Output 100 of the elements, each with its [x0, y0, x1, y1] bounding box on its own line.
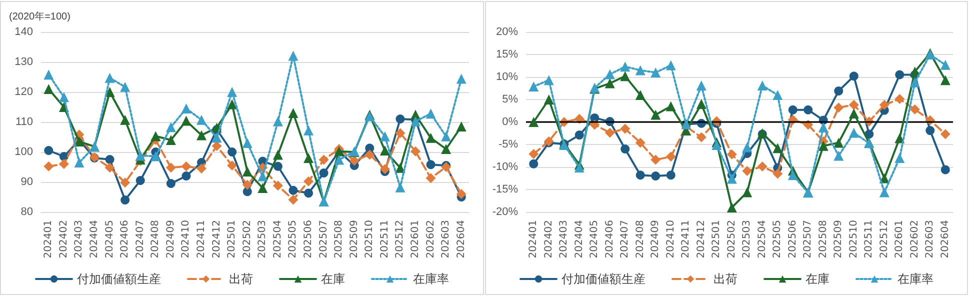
- x-tick-label: 202411: [680, 220, 692, 258]
- y-tick-label: -20%: [492, 206, 518, 218]
- x-tick-label: 202602: [425, 220, 436, 258]
- x-tick-label: 202408: [150, 220, 162, 258]
- point: [196, 114, 206, 125]
- x-tick-label: 202508: [818, 220, 829, 258]
- point: [726, 174, 737, 184]
- point: [788, 170, 798, 180]
- point: [666, 170, 676, 180]
- point: [58, 92, 69, 102]
- point: [349, 156, 360, 166]
- x-tick-label: 202604: [940, 220, 951, 258]
- x-tick-label: 202401: [43, 220, 54, 258]
- legend-label: 出荷: [714, 272, 738, 286]
- point: [380, 164, 390, 174]
- point: [456, 189, 466, 199]
- point: [166, 162, 176, 173]
- point: [426, 173, 436, 184]
- point: [104, 162, 115, 173]
- y-tick-label: 20%: [496, 26, 518, 38]
- point: [288, 194, 298, 205]
- point: [742, 142, 752, 152]
- x-tick-label: 202506: [303, 220, 314, 258]
- point: [288, 186, 298, 195]
- point: [544, 94, 554, 104]
- point: [757, 162, 768, 172]
- point: [182, 172, 191, 180]
- point: [894, 153, 905, 163]
- point: [834, 150, 844, 161]
- y-tick-label: -10%: [492, 161, 518, 173]
- point: [272, 116, 283, 126]
- x-tick-label: 202603: [440, 220, 452, 258]
- point: [696, 80, 706, 91]
- point: [272, 150, 283, 160]
- point: [135, 150, 146, 161]
- point: [104, 87, 115, 97]
- point: [456, 74, 466, 84]
- point: [242, 166, 252, 176]
- x-tick-label: 202402: [543, 220, 554, 258]
- x-tick-label: 202507: [318, 220, 330, 258]
- point: [788, 105, 798, 114]
- point: [44, 161, 54, 172]
- x-tick-label: 202511: [864, 220, 875, 258]
- point: [150, 151, 161, 162]
- point: [196, 164, 206, 174]
- x-tick-label: 202509: [833, 220, 844, 258]
- point: [772, 143, 783, 154]
- point: [120, 196, 130, 204]
- point: [288, 50, 298, 61]
- point: [651, 172, 660, 180]
- legend-label: 在庫: [321, 272, 345, 286]
- x-tick-label: 202503: [257, 220, 268, 258]
- point: [166, 179, 176, 188]
- point: [926, 126, 935, 136]
- point: [772, 168, 783, 179]
- legend-label: 在庫率: [413, 272, 449, 286]
- point: [104, 72, 115, 83]
- point: [44, 146, 54, 155]
- legend-label: 在庫: [806, 272, 830, 286]
- x-tick-label: 202406: [604, 220, 616, 258]
- point: [181, 116, 192, 126]
- x-tick-label: 202507: [802, 220, 814, 258]
- y-axis-title: (2020年=100): [9, 10, 70, 22]
- x-tick-label: 202510: [364, 220, 376, 258]
- point: [604, 128, 615, 138]
- point: [318, 154, 329, 165]
- point: [849, 72, 858, 81]
- point: [940, 165, 950, 174]
- point: [742, 166, 752, 176]
- x-tick-label: 202402: [58, 220, 70, 258]
- x-tick-label: 202405: [589, 220, 600, 258]
- point: [666, 101, 676, 112]
- point: [74, 158, 84, 168]
- point: [635, 138, 646, 148]
- x-tick-label: 202502: [242, 220, 253, 258]
- point: [620, 62, 630, 72]
- point: [834, 102, 844, 113]
- point: [426, 132, 436, 143]
- x-tick-label: 202601: [410, 220, 421, 258]
- point: [44, 70, 54, 80]
- x-tick-label: 202601: [894, 220, 906, 258]
- point: [818, 122, 828, 132]
- point: [757, 80, 768, 91]
- point: [456, 122, 466, 132]
- point: [604, 69, 615, 80]
- y-tick-label: 15%: [496, 48, 518, 60]
- point: [620, 144, 630, 154]
- point: [528, 148, 539, 159]
- point: [910, 104, 920, 114]
- point: [426, 160, 436, 170]
- x-tick-label: 202512: [394, 220, 406, 258]
- point: [227, 87, 238, 97]
- x-tick-label: 202405: [104, 220, 116, 258]
- point: [544, 75, 554, 86]
- point: [44, 84, 54, 94]
- point: [212, 132, 222, 143]
- y-tick-label: 90: [20, 176, 33, 188]
- point: [395, 128, 406, 138]
- x-tick-label: 202512: [878, 220, 890, 258]
- point: [150, 131, 161, 142]
